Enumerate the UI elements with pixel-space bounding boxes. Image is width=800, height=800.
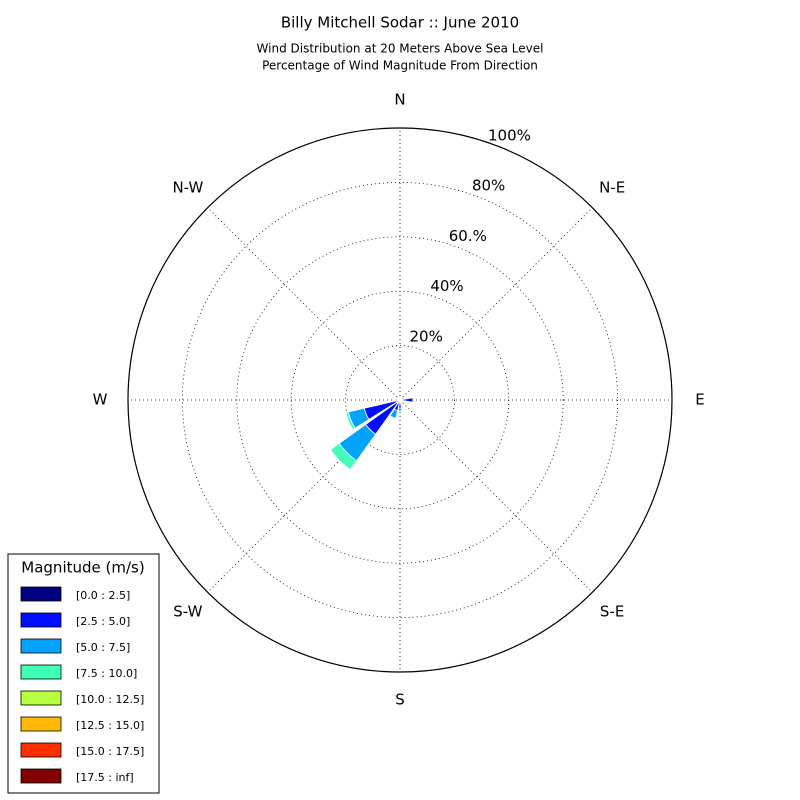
legend-label: [7.5 : 10.0] — [76, 667, 137, 680]
direction-label: N-E — [599, 178, 625, 196]
r-tick-label: 20% — [410, 327, 443, 345]
wind-segment — [329, 449, 351, 471]
grid-ring — [127, 127, 673, 673]
legend-swatch — [20, 742, 62, 758]
grid-ring — [181, 181, 619, 619]
wind-segment — [400, 403, 403, 405]
legend-label: [5.0 : 7.5] — [76, 641, 130, 654]
legend-swatch — [20, 716, 62, 732]
r-tick-label: 60.% — [449, 227, 487, 245]
direction-label: N — [394, 91, 405, 109]
legend-label: [0.0 : 2.5] — [76, 589, 130, 602]
direction-label: E — [695, 391, 704, 409]
grid-ring — [236, 236, 564, 564]
r-tick-label: 40% — [430, 277, 463, 295]
direction-label: S — [395, 691, 405, 709]
legend-label: [15.0 : 17.5] — [76, 745, 144, 758]
legend-label: [2.5 : 5.0] — [76, 615, 130, 628]
chart-subtitle: Percentage of Wind Magnitude From Direct… — [262, 59, 538, 73]
legend-swatch — [20, 690, 62, 706]
direction-label: S-E — [600, 603, 624, 621]
chart-title: Billy Mitchell Sodar :: June 2010 — [281, 14, 519, 32]
grid-spoke — [399, 207, 593, 401]
direction-label: S-W — [173, 603, 202, 621]
legend-label: [10.0 : 12.5] — [76, 693, 144, 706]
wind-segment — [403, 397, 405, 400]
direction-label: W — [93, 391, 108, 409]
legend-label: [17.5 : inf] — [76, 771, 134, 784]
r-tick-label: 80% — [472, 177, 505, 195]
legend-title: Magnitude (m/s) — [21, 559, 144, 577]
grid-spoke — [207, 399, 401, 593]
legend-swatch — [20, 638, 62, 654]
direction-label: N-W — [172, 178, 203, 196]
r-tick-label: 100% — [488, 126, 531, 144]
legend-swatch — [20, 586, 62, 602]
legend-swatch — [20, 768, 62, 784]
legend-label: [12.5 : 15.0] — [76, 719, 144, 732]
grid-ring — [345, 345, 455, 455]
grid-spoke — [207, 207, 401, 401]
legend-swatch — [20, 664, 62, 680]
grid-spoke — [399, 399, 593, 593]
chart-subtitle: Wind Distribution at 20 Meters Above Sea… — [257, 42, 544, 56]
legend-swatch — [20, 612, 62, 628]
